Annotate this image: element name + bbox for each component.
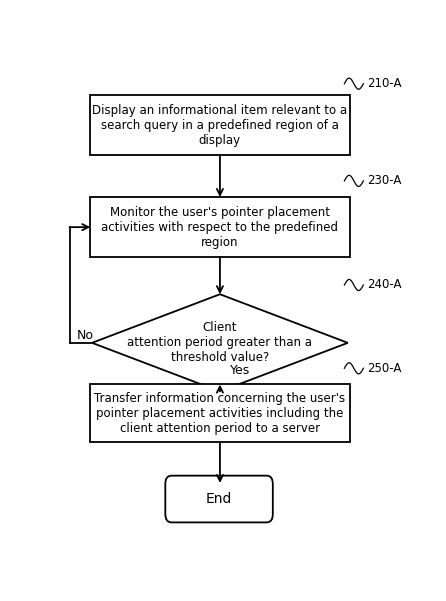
Text: 230-A: 230-A xyxy=(367,174,401,188)
FancyBboxPatch shape xyxy=(90,197,350,257)
Text: End: End xyxy=(206,492,232,506)
Text: 240-A: 240-A xyxy=(367,278,401,291)
Text: 250-A: 250-A xyxy=(367,362,401,375)
Text: Display an informational item relevant to a
search query in a predefined region : Display an informational item relevant t… xyxy=(92,104,347,147)
Polygon shape xyxy=(92,294,348,391)
Text: 210-A: 210-A xyxy=(367,77,401,90)
FancyBboxPatch shape xyxy=(165,475,273,522)
Text: Yes: Yes xyxy=(230,364,251,377)
Text: No: No xyxy=(77,329,94,343)
Text: Client
attention period greater than a
threshold value?: Client attention period greater than a t… xyxy=(128,322,313,364)
FancyBboxPatch shape xyxy=(90,385,350,442)
Text: Transfer information concerning the user's
pointer placement activities includin: Transfer information concerning the user… xyxy=(95,392,346,435)
FancyBboxPatch shape xyxy=(90,95,350,156)
Text: Monitor the user's pointer placement
activities with respect to the predefined
r: Monitor the user's pointer placement act… xyxy=(101,206,339,249)
